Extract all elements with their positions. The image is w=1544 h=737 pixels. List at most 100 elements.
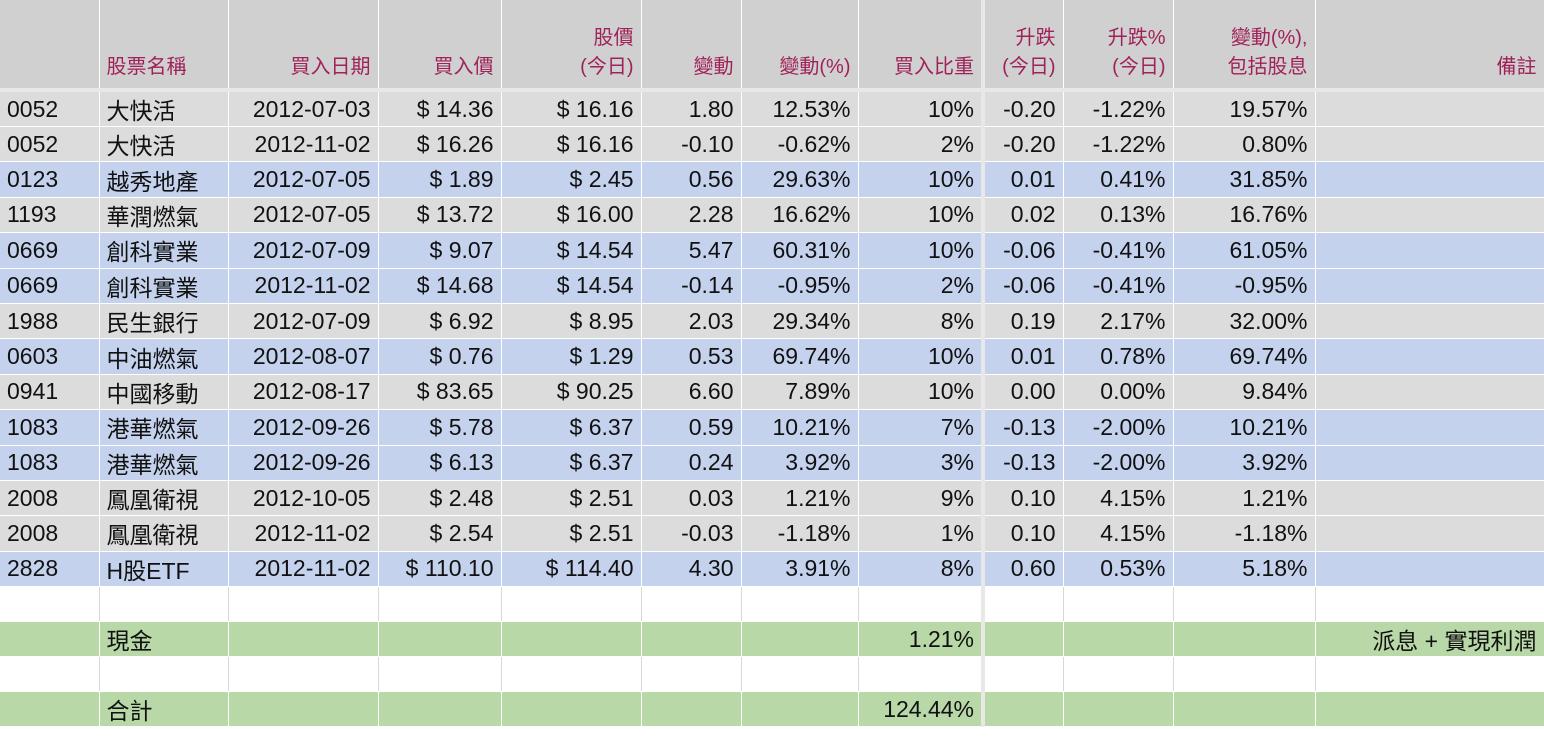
day-change-cell[interactable]: -0.20 (983, 90, 1064, 127)
day-change-cell[interactable]: 0.02 (983, 197, 1064, 234)
stock-name-cell[interactable]: 港華燃氣 (99, 409, 229, 446)
weight-cell[interactable]: 3% (858, 445, 985, 481)
day-change-pct-cell[interactable]: 0.41% (1063, 161, 1174, 198)
header-weight[interactable]: 買入比重 (858, 0, 985, 92)
day-change-pct-cell[interactable]: -2.00% (1063, 409, 1174, 446)
buy-date-cell[interactable]: 2012-08-07 (228, 338, 379, 375)
buy-price-cell[interactable]: $ 2.48 (378, 480, 502, 517)
change-incl-dividend-cell[interactable]: 0.80% (1173, 126, 1316, 163)
day-change-cell[interactable]: 0.19 (983, 303, 1064, 340)
cell[interactable] (378, 621, 502, 658)
weight-cell[interactable]: 10% (858, 232, 985, 269)
change-incl-dividend-cell[interactable]: 10.21% (1173, 409, 1316, 446)
remark-cell[interactable] (1315, 551, 1544, 588)
code-cell[interactable]: 0052 (0, 90, 100, 127)
cell[interactable] (983, 621, 1064, 658)
cell[interactable] (983, 691, 1064, 728)
cell[interactable] (1063, 621, 1174, 658)
cell[interactable] (858, 656, 985, 693)
price-today-cell[interactable]: $ 16.16 (501, 90, 642, 127)
change-cell[interactable]: 0.59 (641, 409, 742, 446)
day-change-cell[interactable]: 0.10 (983, 515, 1064, 552)
day-change-cell[interactable]: 0.01 (983, 338, 1064, 375)
day-change-pct-cell[interactable]: -0.41% (1063, 268, 1174, 304)
change-cell[interactable]: 1.80 (641, 90, 742, 127)
header-day-change-pct[interactable]: 升跌% (今日) (1063, 0, 1174, 92)
change-cell[interactable]: 5.47 (641, 232, 742, 269)
cell[interactable] (983, 656, 1064, 693)
cell[interactable] (228, 691, 379, 728)
cell[interactable] (1315, 691, 1544, 728)
code-cell[interactable]: 0941 (0, 374, 100, 411)
remark-cell[interactable] (1315, 338, 1544, 375)
cell[interactable] (1063, 656, 1174, 693)
cell[interactable] (858, 586, 985, 623)
buy-price-cell[interactable]: $ 16.26 (378, 126, 502, 163)
weight-cell[interactable]: 10% (858, 374, 985, 411)
buy-price-cell[interactable]: $ 6.13 (378, 445, 502, 481)
change-pct-cell[interactable]: 60.31% (741, 232, 859, 269)
buy-date-cell[interactable]: 2012-10-05 (228, 480, 379, 517)
price-today-cell[interactable]: $ 2.51 (501, 480, 642, 517)
buy-date-cell[interactable]: 2012-07-03 (228, 90, 379, 127)
price-today-cell[interactable]: $ 1.29 (501, 338, 642, 375)
change-pct-cell[interactable]: 1.21% (741, 480, 859, 517)
remark-cell[interactable] (1315, 232, 1544, 269)
cell[interactable] (641, 586, 742, 623)
change-incl-dividend-cell[interactable]: 5.18% (1173, 551, 1316, 588)
code-cell[interactable]: 0669 (0, 232, 100, 269)
remark-cell[interactable] (1315, 268, 1544, 304)
cell[interactable] (641, 621, 742, 658)
total-weight[interactable]: 124.44% (858, 691, 985, 728)
buy-date-cell[interactable]: 2012-11-02 (228, 551, 379, 588)
cell[interactable] (983, 586, 1064, 623)
change-cell[interactable]: 4.30 (641, 551, 742, 588)
change-incl-dividend-cell[interactable]: 16.76% (1173, 197, 1316, 234)
change-cell[interactable]: 0.56 (641, 161, 742, 198)
change-pct-cell[interactable]: 7.89% (741, 374, 859, 411)
buy-price-cell[interactable]: $ 6.92 (378, 303, 502, 340)
change-pct-cell[interactable]: 29.34% (741, 303, 859, 340)
cell[interactable] (1315, 656, 1544, 693)
buy-date-cell[interactable]: 2012-09-26 (228, 445, 379, 481)
cell[interactable] (228, 656, 379, 693)
day-change-cell[interactable]: -0.06 (983, 232, 1064, 269)
header-code[interactable] (0, 0, 100, 92)
stock-name-cell[interactable]: 大快活 (99, 90, 229, 127)
weight-cell[interactable]: 10% (858, 161, 985, 198)
price-today-cell[interactable]: $ 14.54 (501, 268, 642, 304)
cell[interactable] (1173, 621, 1316, 658)
day-change-pct-cell[interactable]: -2.00% (1063, 445, 1174, 481)
cell[interactable] (741, 586, 859, 623)
stock-name-cell[interactable]: 大快活 (99, 126, 229, 163)
cell[interactable] (501, 586, 642, 623)
stock-name-cell[interactable]: 港華燃氣 (99, 445, 229, 481)
day-change-cell[interactable]: -0.13 (983, 409, 1064, 446)
day-change-pct-cell[interactable]: 2.17% (1063, 303, 1174, 340)
stock-name-cell[interactable]: H股ETF (99, 551, 229, 588)
weight-cell[interactable]: 10% (858, 338, 985, 375)
buy-price-cell[interactable]: $ 0.76 (378, 338, 502, 375)
weight-cell[interactable]: 8% (858, 303, 985, 340)
day-change-pct-cell[interactable]: -1.22% (1063, 126, 1174, 163)
cell[interactable] (501, 621, 642, 658)
buy-date-cell[interactable]: 2012-09-26 (228, 409, 379, 446)
buy-date-cell[interactable]: 2012-07-05 (228, 197, 379, 234)
day-change-cell[interactable]: 0.10 (983, 480, 1064, 517)
day-change-pct-cell[interactable]: 0.78% (1063, 338, 1174, 375)
stock-name-cell[interactable]: 鳳凰衛視 (99, 515, 229, 552)
code-cell[interactable]: 2008 (0, 480, 100, 517)
code-cell[interactable]: 0123 (0, 161, 100, 198)
buy-price-cell[interactable]: $ 5.78 (378, 409, 502, 446)
price-today-cell[interactable]: $ 90.25 (501, 374, 642, 411)
change-incl-dividend-cell[interactable]: 31.85% (1173, 161, 1316, 198)
change-cell[interactable]: -0.10 (641, 126, 742, 163)
stock-name-cell[interactable]: 創科實業 (99, 232, 229, 269)
price-today-cell[interactable]: $ 114.40 (501, 551, 642, 588)
cell[interactable] (99, 656, 229, 693)
stock-name-cell[interactable]: 中油燃氣 (99, 338, 229, 375)
remark-cell[interactable] (1315, 197, 1544, 234)
change-cell[interactable]: 6.60 (641, 374, 742, 411)
cell[interactable] (501, 656, 642, 693)
remark-cell[interactable] (1315, 90, 1544, 127)
